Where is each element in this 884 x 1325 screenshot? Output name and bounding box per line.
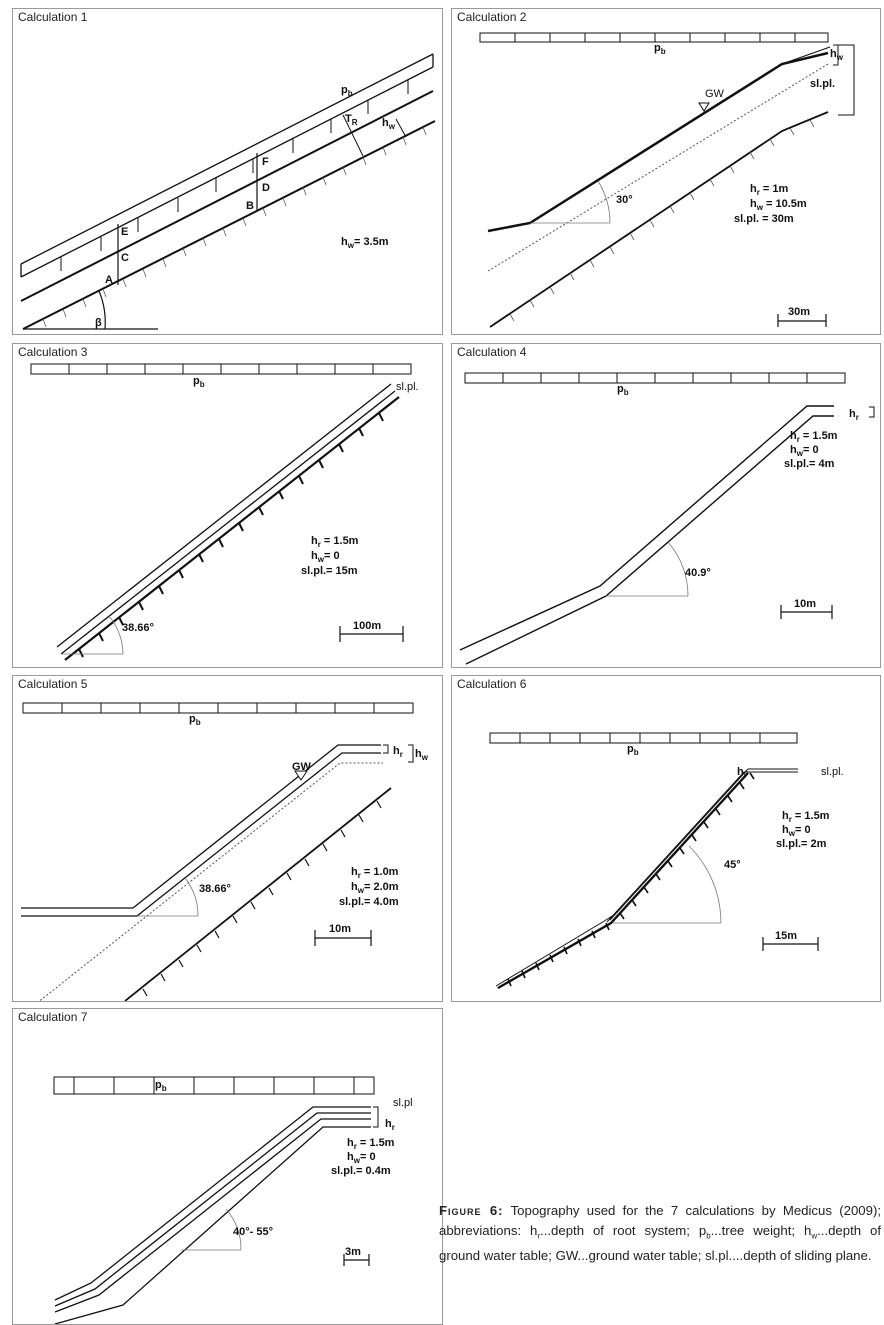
point-e: E [121,226,128,238]
slpl-value: sl.pl.= 4.0m [339,896,399,908]
tr-label: TR [345,113,358,127]
hw-value: hw = 10.5m [750,198,807,212]
panel-title: Calculation 6 [457,677,527,691]
caption-text-3: ...tree weight; h [710,1222,812,1238]
scale-label: 10m [794,598,816,610]
hw-value: hw= 2.0m [351,881,399,895]
hw-value: hw= 0 [790,444,819,458]
hr-tag: hr [849,408,859,422]
caption-sub-r: r [537,1231,541,1241]
slpl-value: sl.pl.= 15m [301,565,358,577]
panel-title: Calculation 5 [18,677,88,691]
hw-value: hw= 0 [311,550,340,564]
caption-text-1: Topography used for the 7 calculations b… [439,1203,882,1238]
hr-value: hr = 1m [750,183,789,197]
slpl-tag: sl.pl. [396,381,419,393]
hr-value: hr = 1.5m [311,535,359,549]
panel-title: Calculation 1 [18,10,88,24]
panel-title: Calculation 7 [18,1010,88,1024]
angle-label: 38.66° [199,883,231,895]
pb-label: pb [341,84,353,98]
hw-value: hw= 0 [347,1151,376,1165]
caption-sub-w: w [811,1231,818,1241]
pb-label: pb [155,1079,167,1093]
slpl-tag: sl.pl. [821,766,844,778]
hr-tag: hr [393,745,403,759]
angle-label: 40°- 55° [233,1226,273,1238]
point-b: B [246,200,254,212]
point-d: D [262,182,270,194]
gw-label: GW [292,761,312,773]
panel-calculation-6: Calculation 6 pb 45° hr sl.pl. [451,675,881,1002]
scale-label: 10m [329,923,351,935]
angle-label: 30° [616,194,633,206]
panel-calculation-2: Calculation 2 pb GW 30° [451,8,881,335]
slpl-value: sl.pl.= 0.4m [331,1165,391,1177]
point-c: C [121,252,129,264]
figure-number: Figure 6: [439,1203,504,1218]
hr-value: hr = 1.5m [790,430,838,444]
angle-label: 45° [724,859,741,871]
ground-hatching [42,126,427,328]
point-f: F [262,156,269,168]
panel-calculation-5: Calculation 5 pb GW 38.66° hr hw [12,675,443,1002]
slpl-value: sl.pl.= 2m [776,838,827,850]
scale-label: 3m [345,1246,361,1258]
hw-dim-label: hw [382,117,396,131]
hr-value: hr = 1.5m [347,1137,395,1151]
hr-value: hr = 1.0m [351,866,399,880]
panel-title: Calculation 4 [457,345,527,359]
slope-diagram-1: β E C A F D B TR hw pb hw= 3.5m [20,53,436,330]
panel-calculation-7: Calculation 7 pb 40°- 55° hr sl.pl hr = … [12,1008,443,1325]
hw-value: hw= 0 [782,824,811,838]
figure-caption: Figure 6: Topography used for the 7 calc… [439,1201,881,1265]
slpl-value: sl.pl.= 4m [784,458,835,470]
hw-tag: hw [830,48,844,62]
hw-tag: hw [415,748,429,762]
pb-label: pb [193,375,205,389]
hw-value: hw= 3.5m [341,236,389,250]
caption-text-4: ...depth of ground water table; GW...gro… [439,1222,882,1263]
slpl-value: sl.pl. = 30m [734,213,794,225]
panel-calculation-4: Calculation 4 pb 40.9° hr hr = 1.5m hw= … [451,343,881,668]
load-arrows [60,80,409,271]
slpl-tag: sl.pl [393,1097,413,1109]
slope-diagram-3: pb 38.66° sl.pl. hr = 1.5m hw= 0 sl.pl.=… [30,363,419,661]
beta-label: β [95,317,102,329]
panel-title: Calculation 3 [18,345,88,359]
scale-label: 100m [353,620,381,632]
slope-diagram-4: pb 40.9° hr hr = 1.5m hw= 0 sl.pl.= 4m 1… [459,372,875,665]
caption-text-2: ...depth of root system; p [540,1222,707,1238]
slpl-tag: sl.pl. [810,78,835,90]
angle-label: 38.66° [122,622,154,634]
hr-value: hr = 1.5m [782,810,830,824]
hr-tag: hr [385,1118,395,1132]
slope-diagram-2: pb GW 30° hw sl.pl. hr = 1m hw [479,32,855,328]
slope-diagram-5: pb GW 38.66° hr hw hr = 1.0m hw= 2.0m sl… [21,702,429,1001]
pb-label: pb [617,383,629,397]
caption-sub-b: b [706,1231,711,1241]
point-a: A [105,274,113,286]
gw-label: GW [705,88,725,100]
angle-label: 40.9° [685,567,711,579]
pb-label: pb [189,713,201,727]
hr-tag: hr [737,766,747,780]
slope-diagram-6: pb 45° hr sl.pl. hr = 1.5m hw= 0 sl.pl.=… [489,732,844,990]
panel-title: Calculation 2 [457,10,527,24]
scale-label: 30m [788,306,810,318]
scale-label: 15m [775,930,797,942]
panel-calculation-1: Calculation 1 [12,8,443,335]
slope-diagram-7: pb 40°- 55° hr sl.pl hr = 1.5m hw= 0 sl.… [53,1076,413,1324]
pb-label: pb [627,743,639,757]
pb-label: pb [654,42,666,56]
panel-calculation-3: Calculation 3 pb 38.66° sl.pl. hr = 1.5m… [12,343,443,668]
